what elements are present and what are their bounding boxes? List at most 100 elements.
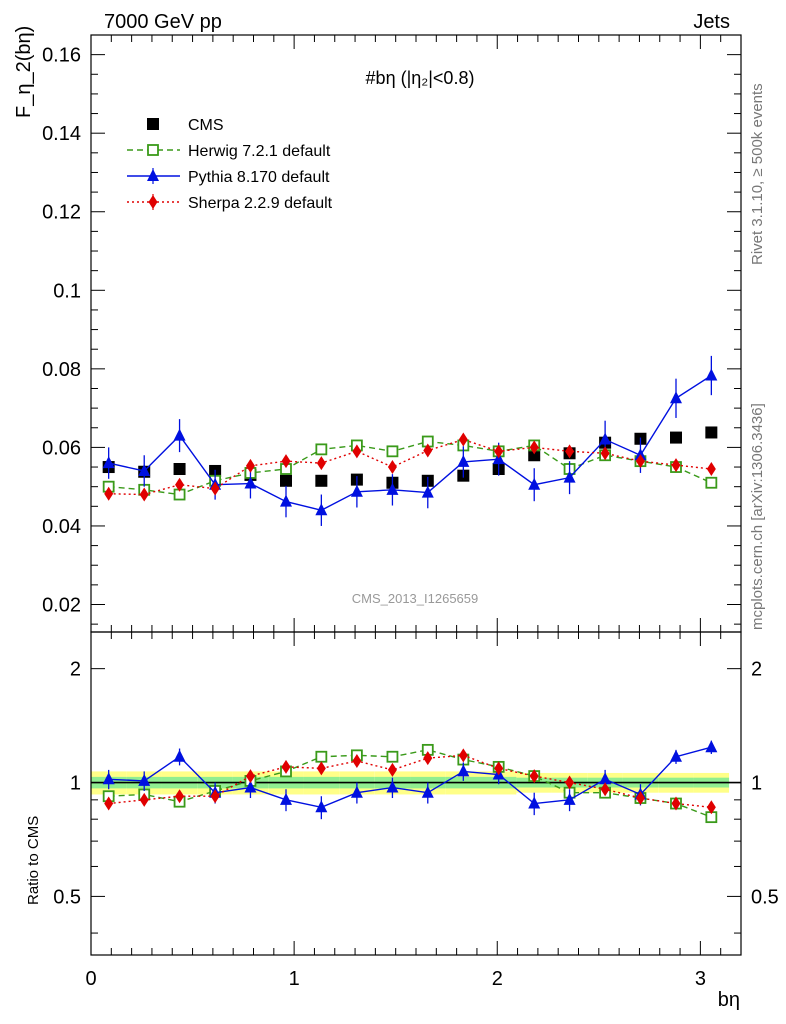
legend-marker bbox=[147, 144, 159, 156]
ratio-point-sherpa bbox=[600, 782, 610, 797]
ratio-point-pythia bbox=[280, 792, 292, 805]
ratio-point-sherpa bbox=[281, 759, 291, 774]
ratio-point-sherpa bbox=[706, 800, 716, 815]
ratio-point-sherpa bbox=[316, 761, 326, 776]
main-point-sherpa bbox=[494, 444, 504, 459]
ratio-series-sherpa bbox=[104, 748, 716, 815]
ratio-line-herwig bbox=[108, 749, 712, 818]
y-tick-label-ratio-right: 1 bbox=[751, 773, 762, 795]
main-point-pythia bbox=[421, 485, 434, 498]
ratio-point-pythia bbox=[386, 780, 399, 793]
main-point-pythia bbox=[280, 494, 292, 507]
side-text-bottom: mcplots.cern.ch [arXiv:1306.3436] bbox=[749, 403, 766, 630]
main-point-pythia bbox=[457, 454, 470, 467]
main-point-pythia bbox=[599, 432, 612, 445]
x-tick-label: 2 bbox=[492, 968, 503, 990]
y-tick-label-main: 0.14 bbox=[42, 123, 81, 145]
y-tick-label-ratio: 2 bbox=[70, 659, 81, 681]
y-tick-label-ratio-right: 0.5 bbox=[751, 886, 779, 908]
legend-marker bbox=[147, 118, 159, 130]
ratio-point-pythia bbox=[350, 785, 363, 798]
plot-title: #bη (|η₂|<0.8) bbox=[366, 68, 475, 88]
main-point-cms bbox=[670, 431, 682, 444]
y-tick-label-ratio-right: 2 bbox=[751, 659, 762, 681]
main-point-sherpa bbox=[458, 432, 468, 447]
x-tick-label: 1 bbox=[289, 968, 300, 990]
y-axis-label-main: F_η_2(bη) bbox=[13, 26, 35, 118]
main-series-sherpa bbox=[104, 432, 716, 502]
main-point-herwig bbox=[315, 443, 328, 456]
legend-marker bbox=[147, 169, 159, 181]
ratio-point-pythia bbox=[138, 773, 151, 786]
y-tick-label-main: 0.04 bbox=[42, 516, 81, 538]
ratio-point-sherpa bbox=[210, 789, 220, 804]
ratio-point-pythia bbox=[528, 796, 541, 809]
main-point-pythia bbox=[528, 477, 541, 490]
main-point-pythia bbox=[315, 503, 328, 516]
main-point-pythia bbox=[386, 482, 399, 495]
ratio-point-pythia bbox=[421, 785, 434, 798]
legend-marker bbox=[148, 195, 158, 209]
ratio-point-sherpa bbox=[458, 748, 468, 763]
ratio-point-pythia bbox=[102, 772, 115, 785]
y-tick-label-main: 0.06 bbox=[42, 437, 81, 459]
legend-label: Herwig 7.2.1 default bbox=[188, 143, 331, 160]
main-point-sherpa bbox=[387, 460, 397, 475]
main-point-pythia bbox=[102, 456, 115, 469]
main-point-sherpa bbox=[635, 454, 645, 469]
ratio-point-sherpa bbox=[139, 792, 149, 807]
x-tick-label: 3 bbox=[695, 968, 706, 990]
main-point-sherpa bbox=[316, 456, 326, 471]
ratio-point-pythia bbox=[670, 749, 682, 762]
main-series-pythia bbox=[102, 355, 718, 526]
legend-label: Pythia 8.170 default bbox=[188, 169, 330, 186]
header-left: 7000 GeV pp bbox=[104, 11, 222, 33]
main-point-pythia bbox=[705, 368, 718, 381]
main-point-sherpa bbox=[423, 443, 433, 458]
y-tick-label-ratio: 1 bbox=[70, 773, 81, 795]
ratio-point-herwig bbox=[386, 750, 399, 763]
main-point-sherpa bbox=[529, 440, 539, 455]
main-line-pythia bbox=[108, 374, 712, 511]
main-point-pythia bbox=[138, 463, 151, 476]
main-point-sherpa bbox=[281, 454, 291, 469]
main-panel: 0.02 0.04 0.06 0.08 0.1 0.12 0.14 0.16 bbox=[42, 34, 742, 633]
main-point-pythia bbox=[670, 391, 682, 404]
header-right: Jets bbox=[693, 11, 730, 33]
main-point-pythia bbox=[563, 470, 576, 483]
main-point-herwig bbox=[386, 445, 399, 458]
main-series-herwig bbox=[102, 435, 718, 501]
main-point-sherpa bbox=[706, 462, 716, 477]
main-point-sherpa bbox=[600, 446, 610, 461]
ratio-point-pythia bbox=[315, 800, 328, 813]
ratio-point-pythia bbox=[244, 780, 257, 793]
y-tick-label-main: 0.12 bbox=[42, 202, 81, 224]
ratio-point-sherpa bbox=[529, 769, 539, 784]
main-point-sherpa bbox=[565, 444, 575, 459]
legend-label: Sherpa 2.2.9 default bbox=[188, 195, 333, 212]
ratio-point-sherpa bbox=[635, 791, 645, 806]
main-point-pythia bbox=[173, 428, 186, 441]
legend: CMS Herwig 7.2.1 default Pythia 8.170 defa… bbox=[127, 117, 333, 212]
main-point-sherpa bbox=[210, 481, 220, 496]
main-point-cms bbox=[315, 474, 328, 487]
main-point-cms bbox=[173, 463, 186, 476]
main-point-sherpa bbox=[175, 477, 185, 492]
ratio-point-sherpa bbox=[352, 754, 362, 769]
x-tick-label: 0 bbox=[85, 968, 96, 990]
ratio-point-sherpa bbox=[423, 751, 433, 766]
y-tick-label-main: 0.16 bbox=[42, 45, 81, 67]
ratio-point-pythia bbox=[173, 749, 186, 762]
legend-label: CMS bbox=[188, 117, 224, 134]
ratio-point-sherpa bbox=[387, 762, 397, 777]
y-tick-label-main: 0.1 bbox=[53, 280, 81, 302]
main-point-sherpa bbox=[104, 486, 114, 501]
main-point-sherpa bbox=[245, 458, 255, 473]
side-text-top: Rivet 3.1.10, ≥ 500k events bbox=[749, 83, 766, 265]
main-line-sherpa bbox=[108, 438, 712, 496]
y-tick-label-ratio: 0.5 bbox=[53, 886, 81, 908]
ratio-point-sherpa bbox=[175, 789, 185, 804]
main-point-herwig bbox=[705, 476, 718, 489]
main-point-pythia bbox=[244, 476, 257, 489]
